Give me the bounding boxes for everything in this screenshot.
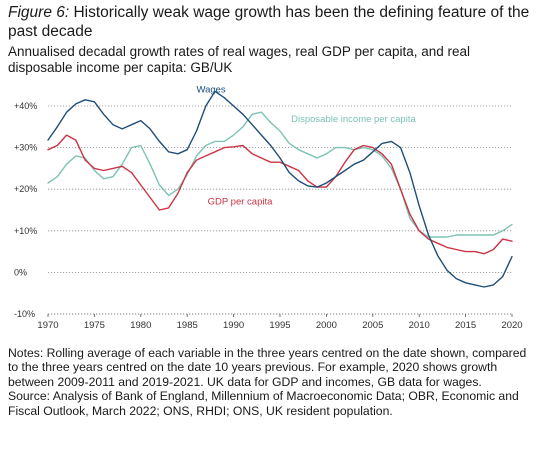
- y-tick-label: +20%: [14, 184, 37, 194]
- y-tick-label: -10%: [14, 309, 35, 319]
- series-line-gdp-per-capita: [47, 134, 513, 255]
- x-tick-label: 1975: [84, 320, 105, 331]
- series-labels: Wages Disposable income per capita GDP per…: [196, 86, 416, 208]
- series-line-wages: [47, 90, 513, 288]
- y-tick-label: 0%: [14, 267, 27, 277]
- x-tick-label: 1990: [223, 320, 244, 331]
- x-tick-label: 2005: [362, 320, 383, 331]
- chart-subtitle: Annualised decadal growth rates of real …: [8, 44, 471, 75]
- x-tick-label: 2020: [501, 320, 522, 331]
- y-tick-label: +30%: [14, 143, 37, 153]
- source-text: Source: Analysis of Bank of England, Mil…: [8, 389, 519, 418]
- line-chart: +40%+30%+20%+10%0%-10% 1970 1975 1980 1985 1…: [14, 86, 523, 331]
- figure-title: Historically weak wage growth has been t…: [8, 4, 530, 40]
- series-lines: [47, 90, 513, 288]
- label-disposable-income: Disposable income per capita: [291, 114, 416, 125]
- notes-text: Notes: Rolling average of each variable …: [8, 346, 527, 389]
- series-line-disposable-income-per-capita: [47, 111, 513, 238]
- x-axis: 1970 1975 1980 1985 1990 1995 2000 2005 2010 2015…: [37, 313, 523, 331]
- x-tick-label: 1995: [269, 320, 290, 331]
- x-tick-label: 1980: [130, 320, 151, 331]
- label-wages: Wages: [196, 86, 225, 95]
- x-tick-label: 1985: [177, 320, 198, 331]
- notes-block: Notes: Rolling average of each variable …: [8, 346, 536, 418]
- figure-label: Figure 6:: [8, 4, 70, 21]
- x-tick-label: 2000: [316, 320, 337, 331]
- y-axis-ticks: +40% +30% +20% +10% 0% -10%: [14, 101, 37, 319]
- y-tick-label: +40%: [14, 101, 37, 111]
- x-tick-label: 1970: [37, 320, 58, 331]
- chart-title: Figure 6: Historically weak wage growth …: [8, 3, 536, 41]
- y-tick-label: +10%: [14, 226, 37, 236]
- x-tick-label: 2015: [455, 320, 476, 331]
- x-tick-label: 2010: [409, 320, 430, 331]
- label-gdp-per-capita: GDP per capita: [208, 197, 273, 208]
- gridlines: [48, 105, 512, 273]
